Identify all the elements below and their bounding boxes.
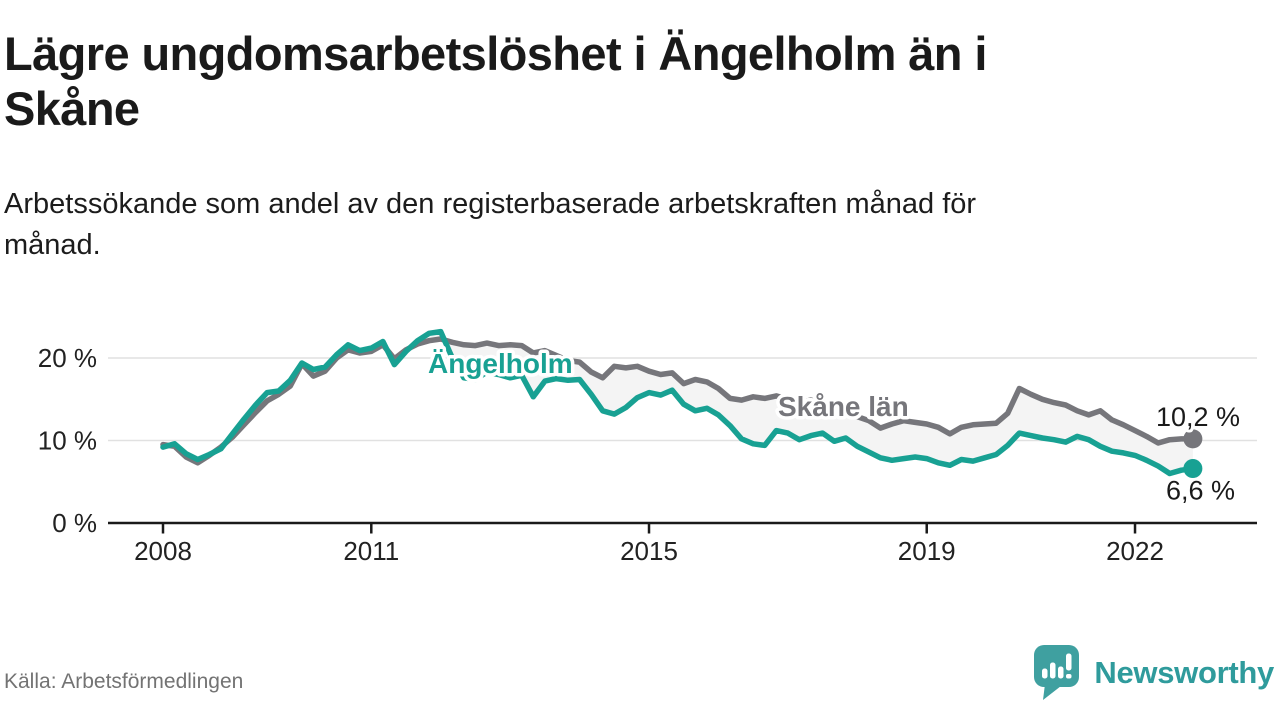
end-value-label-skane: 10,2 % [1156, 402, 1240, 432]
newsworthy-logo-icon [1034, 645, 1080, 700]
x-tick-label: 2015 [620, 536, 678, 566]
series-label-skane: Skåne län [778, 391, 909, 422]
x-tick-label: 2019 [898, 536, 956, 566]
end-value-label-angelholm: 6,6 % [1166, 476, 1235, 506]
between-series-band [163, 331, 1193, 474]
series-label-angelholm: Ängelholm [428, 348, 573, 379]
chart-subtitle: Arbetssökande som andel av den registerb… [4, 188, 977, 261]
end-dot-skane [1183, 429, 1203, 449]
x-tick-label: 2011 [343, 536, 399, 566]
source-text: Källa: Arbetsförmedlingen [4, 670, 244, 693]
end-dot-angelholm [1183, 459, 1203, 479]
logo-bar-chart-icon [1042, 653, 1072, 679]
axis-layer: 2008 2011 2015 2019 2022 [134, 523, 1164, 566]
page-title: Lägre ungdomsarbetslöshet i Ängelholm än… [4, 27, 987, 135]
y-tick-label: 20 % [38, 343, 97, 373]
x-tick-label: 2022 [1106, 536, 1164, 566]
y-tick-label: 10 % [38, 426, 97, 456]
newsworthy-logo: Newsworthy [1032, 644, 1274, 701]
x-tick-label: 2008 [134, 536, 192, 566]
grid-layer: 0 % 10 % 20 % [38, 343, 1257, 538]
newsworthy-logo-text: Newsworthy [1094, 654, 1274, 690]
y-tick-label: 0 % [52, 508, 97, 538]
series-line-angelholm [160, 328, 1196, 477]
